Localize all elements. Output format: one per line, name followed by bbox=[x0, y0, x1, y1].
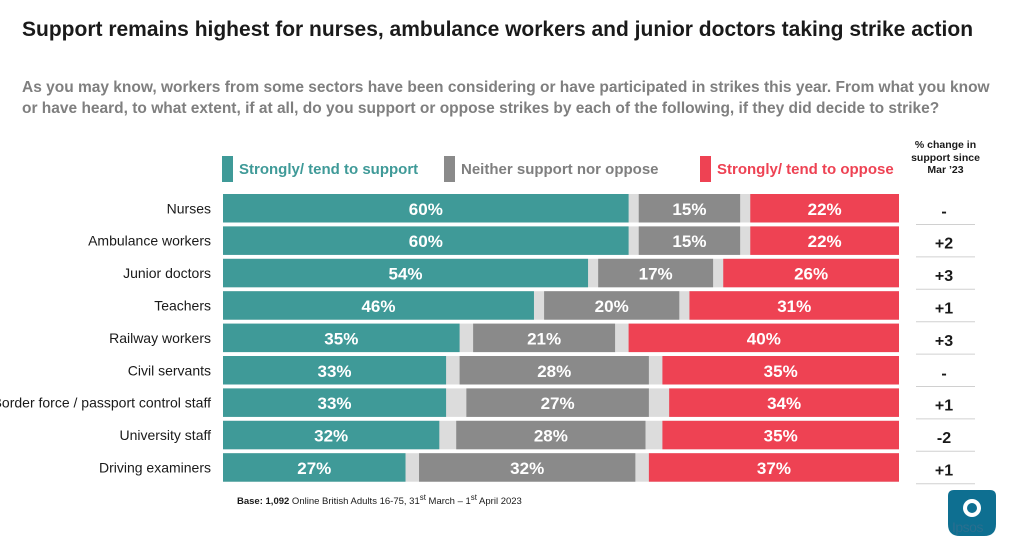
change-value: +2 bbox=[935, 236, 953, 253]
change-value: -2 bbox=[937, 430, 951, 447]
data-label-neither: 32% bbox=[510, 459, 544, 478]
category-label: Teachers bbox=[154, 297, 211, 313]
legend-swatch-support bbox=[222, 156, 233, 182]
change-value: - bbox=[941, 365, 946, 382]
legend-swatch-oppose bbox=[700, 156, 711, 182]
data-label-neither: 15% bbox=[672, 200, 706, 219]
bar-support bbox=[223, 323, 460, 353]
data-label-neither: 21% bbox=[527, 329, 561, 348]
bar-oppose bbox=[750, 226, 899, 255]
bar-neither bbox=[473, 323, 616, 353]
chart-subtitle: As you may know, workers from some secto… bbox=[22, 79, 990, 117]
bar-support bbox=[223, 453, 406, 482]
bar-oppose bbox=[662, 420, 899, 450]
bar-neither bbox=[466, 388, 649, 417]
bar-neither bbox=[456, 420, 646, 450]
bar-neither bbox=[598, 258, 714, 288]
legend-swatch-neither bbox=[444, 156, 455, 182]
category-label: Driving examiners bbox=[99, 459, 211, 475]
legend-label-neither: Neither support nor oppose bbox=[461, 160, 659, 178]
bar-neither bbox=[419, 453, 636, 482]
base-sup-a: st bbox=[419, 493, 426, 502]
data-label-support: 60% bbox=[409, 232, 443, 251]
bar-oppose bbox=[662, 356, 899, 385]
base-text-a: Online British Adults 16-75, 31 bbox=[289, 496, 420, 508]
data-label-oppose: 40% bbox=[747, 329, 781, 348]
legend-item-oppose: Strongly/ tend to oppose bbox=[700, 156, 894, 182]
bar-oppose bbox=[628, 323, 899, 353]
logo-text: Ipsos bbox=[952, 519, 983, 535]
category-label: Civil servants bbox=[128, 362, 211, 378]
bar-neither bbox=[544, 291, 680, 320]
bar-oppose bbox=[723, 258, 899, 288]
category-label: Border force / passport control staff bbox=[0, 395, 211, 411]
data-label-oppose: 37% bbox=[757, 459, 791, 478]
data-label-support: 46% bbox=[361, 297, 395, 316]
change-value: - bbox=[941, 203, 946, 220]
data-label-support: 33% bbox=[318, 362, 352, 381]
data-label-oppose: 26% bbox=[794, 265, 828, 284]
base-label: Base: bbox=[237, 496, 263, 508]
bar-oppose bbox=[689, 291, 899, 320]
change-value: +3 bbox=[935, 333, 953, 350]
legend-label-oppose: Strongly/ tend to oppose bbox=[717, 160, 894, 178]
bar-support bbox=[223, 226, 629, 255]
data-label-support: 32% bbox=[314, 427, 348, 446]
bar-oppose bbox=[648, 453, 899, 482]
base-note: Base: 1,092 Online British Adults 16-75,… bbox=[237, 493, 522, 507]
bar-oppose bbox=[750, 194, 899, 223]
category-label: Ambulance workers bbox=[88, 233, 211, 249]
data-label-oppose: 22% bbox=[808, 232, 842, 251]
bar-support bbox=[223, 356, 447, 385]
data-label-neither: 17% bbox=[639, 265, 673, 284]
data-label-support: 60% bbox=[409, 200, 443, 219]
bar-support bbox=[223, 291, 534, 320]
change-value: +1 bbox=[935, 462, 953, 479]
data-label-neither: 28% bbox=[534, 427, 568, 446]
legend-label-support: Strongly/ tend to support bbox=[239, 160, 419, 178]
bar-support bbox=[223, 420, 440, 450]
change-value: +1 bbox=[935, 300, 953, 317]
legend-item-support: Strongly/ tend to support bbox=[222, 156, 418, 182]
bar-neither bbox=[638, 194, 741, 223]
bar-neither bbox=[459, 356, 649, 385]
change-value: +3 bbox=[935, 268, 953, 285]
base-sup-b: st bbox=[470, 493, 477, 502]
category-label: Nurses bbox=[167, 200, 211, 216]
bar-support bbox=[223, 194, 629, 223]
category-label: University staff bbox=[119, 427, 211, 443]
bar-support bbox=[223, 258, 589, 288]
data-label-support: 35% bbox=[324, 329, 358, 348]
data-label-oppose: 31% bbox=[777, 297, 811, 316]
data-label-support: 33% bbox=[318, 394, 352, 413]
data-label-neither: 20% bbox=[595, 297, 629, 316]
data-label-support: 27% bbox=[297, 459, 331, 478]
base-count: 1,092 bbox=[265, 496, 290, 508]
data-label-oppose: 22% bbox=[808, 200, 842, 219]
data-label-oppose: 35% bbox=[764, 362, 798, 381]
data-label-neither: 27% bbox=[541, 394, 575, 413]
bar-support bbox=[223, 388, 447, 417]
bar-neither bbox=[638, 226, 741, 255]
chart-title: Support remains highest for nurses, ambu… bbox=[22, 18, 974, 41]
bar-oppose bbox=[669, 388, 899, 417]
data-label-oppose: 34% bbox=[767, 394, 801, 413]
category-label: Railway workers bbox=[109, 330, 211, 346]
legend-item-neither: Neither support nor oppose bbox=[444, 156, 659, 182]
data-label-neither: 28% bbox=[537, 362, 571, 381]
base-text-c: April 2023 bbox=[476, 496, 522, 508]
ipsos-logo-icon bbox=[948, 490, 996, 536]
change-column-header: % change in support since Mar ’23 bbox=[911, 139, 980, 176]
base-text-b: March – 1 bbox=[425, 496, 471, 508]
data-label-support: 54% bbox=[389, 265, 423, 284]
data-label-oppose: 35% bbox=[764, 427, 798, 446]
category-label: Junior doctors bbox=[123, 265, 211, 281]
change-value: +1 bbox=[935, 398, 953, 415]
data-label-neither: 15% bbox=[672, 232, 706, 251]
